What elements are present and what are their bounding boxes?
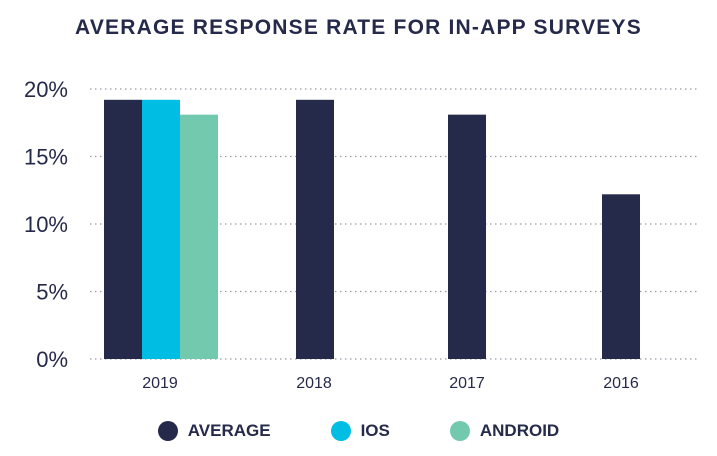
chart-title: AVERAGE RESPONSE RATE FOR IN-APP SURVEYS: [75, 16, 642, 39]
legend-swatch-ios: [330, 421, 351, 441]
x-tick-label: 2018: [296, 375, 332, 392]
bar-2019-ios: [142, 99, 180, 360]
x-tick-label: 2016: [603, 375, 639, 392]
bar-2017-average: [448, 114, 486, 360]
y-tick-label: 15%: [24, 145, 68, 170]
y-tick-label: 5%: [36, 280, 68, 305]
y-tick-label: 10%: [24, 212, 68, 237]
chart-legend: AVERAGE IOS ANDROID: [0, 416, 717, 446]
bar-2019-android: [180, 114, 218, 360]
legend-item-ios: IOS: [330, 421, 390, 441]
x-tick-label: 2019: [142, 375, 178, 392]
y-tick-label: 20%: [24, 77, 68, 102]
bar-2018-average: [296, 99, 334, 360]
x-tick-label: 2017: [449, 375, 485, 392]
bar-chart: 0% 5% 10% 15% 20% 2019 2018 2017 2016: [24, 77, 700, 392]
y-tick-label: 0%: [36, 347, 68, 372]
legend-item-average: AVERAGE: [157, 421, 271, 441]
bar-2019-average: [104, 99, 142, 360]
legend-label-android: ANDROID: [479, 421, 560, 440]
legend-item-android: ANDROID: [449, 421, 560, 441]
legend-swatch-average: [157, 421, 178, 441]
bar-2016-average: [602, 194, 640, 359]
legend-swatch-android: [449, 421, 470, 441]
legend-label-ios: IOS: [360, 421, 390, 440]
legend-label-average: AVERAGE: [187, 421, 271, 440]
